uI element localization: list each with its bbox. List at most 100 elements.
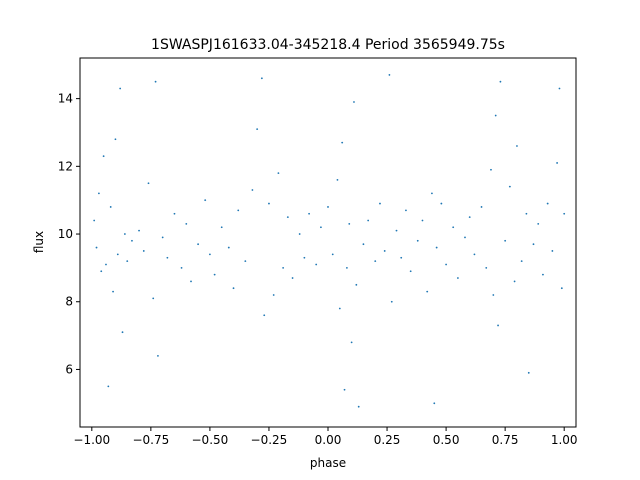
data-point (468, 216, 471, 219)
data-point (336, 178, 339, 181)
data-point (138, 229, 140, 232)
x-tick-label: 1.00 (551, 433, 578, 447)
data-point (107, 385, 110, 388)
data-point (497, 324, 499, 327)
x-tick-label: 0.50 (433, 433, 460, 447)
data-point (485, 266, 488, 269)
data-point (123, 233, 126, 235)
x-tick-label: −0.50 (192, 433, 229, 447)
y-tick-label: 14 (58, 92, 73, 106)
data-point (452, 226, 455, 229)
data-point (494, 114, 497, 117)
data-point (237, 209, 240, 212)
x-tick-label: −0.25 (251, 433, 288, 447)
data-point (374, 260, 377, 263)
data-point (355, 283, 358, 286)
data-point (546, 202, 549, 205)
data-point (114, 138, 117, 141)
data-point (563, 212, 566, 215)
data-point (157, 355, 159, 357)
data-point (348, 222, 351, 225)
data-point (190, 280, 192, 283)
data-point (268, 202, 270, 205)
data-point (209, 253, 211, 256)
data-point (421, 219, 424, 222)
data-point (251, 189, 254, 191)
data-point (152, 297, 155, 300)
data-point (395, 229, 398, 232)
data-point (480, 206, 483, 208)
data-point (95, 246, 98, 249)
data-point (508, 185, 511, 188)
data-point (542, 273, 544, 276)
data-point (499, 80, 502, 83)
data-point (109, 206, 112, 208)
data-point (525, 212, 528, 215)
scatter-points (93, 74, 566, 408)
data-point (185, 222, 188, 225)
data-point (390, 300, 393, 303)
data-point (331, 253, 334, 256)
x-axis: −1.00 −0.75 −0.50 −0.25 0.00 0.25 0.50 0.75 1.00 (73, 427, 578, 447)
data-point (445, 263, 447, 266)
y-axis-label: flux (32, 231, 46, 253)
data-point (560, 287, 563, 290)
y-tick-label: 12 (58, 159, 73, 173)
data-point (131, 239, 133, 242)
data-point (303, 256, 306, 259)
data-point (98, 192, 100, 195)
data-point (232, 287, 235, 290)
data-point (220, 226, 223, 229)
data-point (551, 250, 554, 252)
data-point (213, 273, 216, 276)
data-point (558, 87, 561, 90)
data-point (119, 87, 122, 90)
data-point (350, 341, 353, 344)
data-point (197, 243, 200, 246)
data-point (173, 212, 176, 215)
data-point (102, 155, 105, 158)
data-point (291, 277, 294, 279)
data-point (105, 263, 107, 266)
data-point (227, 246, 230, 249)
data-point (433, 402, 436, 405)
data-point (383, 250, 386, 252)
data-point (357, 405, 360, 408)
x-tick-label: −0.75 (132, 433, 169, 447)
data-point (379, 202, 381, 205)
data-point (256, 128, 259, 130)
data-point (298, 233, 301, 235)
data-point (490, 168, 492, 171)
y-tick-label: 6 (65, 362, 73, 376)
data-point (260, 77, 263, 80)
data-point (166, 256, 169, 259)
data-point (556, 162, 558, 164)
data-point (272, 294, 275, 296)
data-point (320, 226, 322, 229)
data-point (93, 219, 96, 222)
data-point (315, 263, 318, 266)
data-point (263, 314, 266, 317)
data-point (527, 371, 530, 374)
data-point (457, 277, 459, 279)
data-point (147, 182, 150, 185)
chart-title: 1SWASPJ161633.04-345218.4 Period 3565949… (151, 37, 505, 53)
y-tick-label: 8 (65, 295, 73, 309)
data-point (435, 246, 438, 249)
data-point (341, 141, 344, 144)
x-tick-label: 0.00 (315, 433, 342, 447)
data-point (400, 256, 403, 259)
data-point (282, 266, 285, 269)
data-point (353, 101, 355, 103)
data-point (112, 290, 114, 293)
data-point (346, 266, 348, 269)
data-point (431, 192, 433, 195)
x-axis-label: phase (310, 456, 346, 470)
data-point (121, 331, 124, 334)
data-point (516, 145, 518, 147)
y-tick-label: 10 (58, 227, 73, 241)
data-point (100, 270, 103, 273)
data-point (154, 80, 157, 83)
